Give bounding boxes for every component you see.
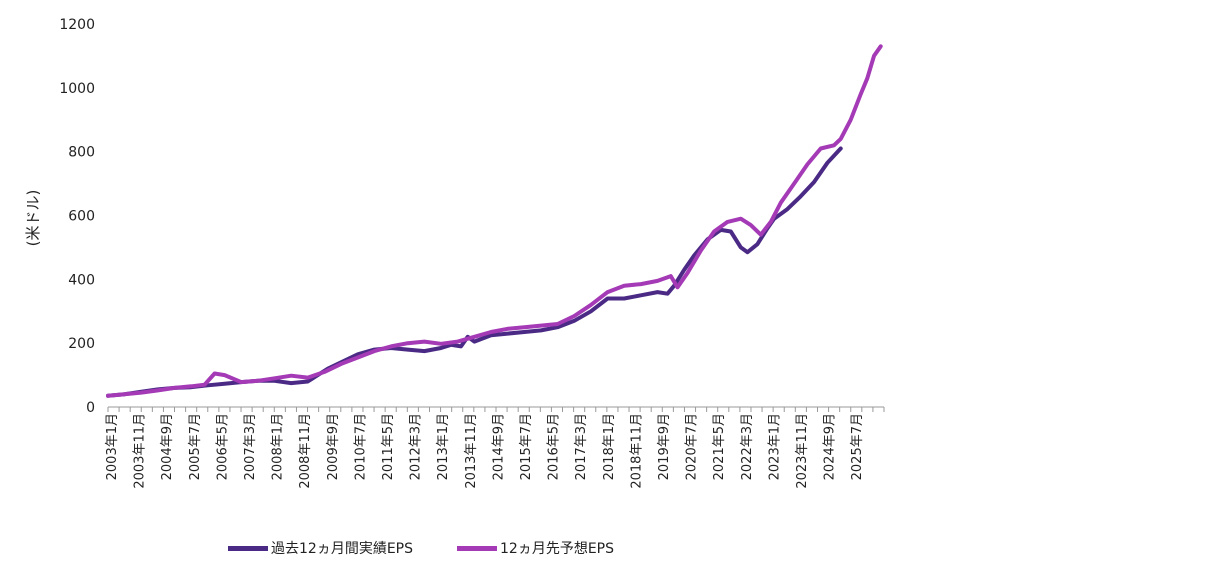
x-tick-label: 2013年11月 — [464, 413, 479, 489]
y-tick-label: 1000 — [59, 81, 95, 97]
x-tick-label: 2018年11月 — [629, 413, 644, 489]
legend-label-forecast: 12ヵ月先予想EPS — [500, 541, 614, 557]
x-tick-label: 2019年9月 — [657, 413, 672, 480]
legend-swatch-forecast — [457, 545, 497, 551]
legend-item-actual: 過去12ヵ月間実績EPS — [228, 538, 413, 558]
x-tick-label: 2011年5月 — [381, 413, 396, 480]
x-tick-label: 2024年9月 — [823, 413, 838, 480]
legend: 過去12ヵ月間実績EPS 12ヵ月先予想EPS — [228, 538, 658, 558]
x-tick-label: 2018年1月 — [602, 413, 617, 480]
legend-item-forecast: 12ヵ月先予想EPS — [457, 538, 614, 558]
y-tick-label: 800 — [68, 145, 95, 161]
x-tick-label: 2008年1月 — [271, 413, 286, 480]
x-tick-label: 2020年7月 — [685, 413, 700, 480]
x-tick-label: 2022年3月 — [740, 413, 755, 480]
x-tick-label: 2016年5月 — [547, 413, 562, 480]
legend-label-actual: 過去12ヵ月間実績EPS — [271, 541, 413, 557]
y-tick-label: 0 — [86, 400, 95, 416]
x-tick-label: 2023年1月 — [767, 413, 782, 480]
x-tick-label: 2015年7月 — [519, 413, 534, 480]
x-tick-label: 2023年11月 — [795, 413, 810, 489]
x-tick-label: 2003年11月 — [133, 413, 148, 489]
x-tick-label: 2017年3月 — [574, 413, 589, 480]
y-tick-label: 600 — [68, 209, 95, 225]
x-tick-label: 2013年1月 — [436, 413, 451, 480]
series-line-forecast-eps — [106, 44, 883, 398]
legend-swatch-actual — [228, 545, 268, 551]
x-axis: 2003年1月 2003年11月 2004年9月 2005年7月 2006年5月 2007… — [105, 406, 885, 489]
x-tick-label: 2004年9月 — [160, 413, 175, 480]
series-line-actual-eps — [106, 146, 843, 398]
x-tick-label: 2012年3月 — [409, 413, 424, 480]
x-tick-label: 2007年3月 — [243, 413, 258, 480]
x-tick-label: 2021年5月 — [712, 413, 727, 480]
x-tick-label: 2006年5月 — [215, 413, 230, 480]
series-group — [106, 44, 883, 398]
x-tick-label: 2010年7月 — [353, 413, 368, 480]
x-tick-label: 2005年7月 — [188, 413, 203, 480]
y-tick-label: 200 — [68, 336, 95, 352]
y-axis-label: (米ドル) — [24, 190, 42, 247]
x-tick-label: 2009年9月 — [326, 413, 341, 480]
y-tick-label: 400 — [68, 272, 95, 288]
x-tick-label: 2003年1月 — [105, 413, 120, 480]
y-axis: 0 200 400 600 800 1000 1200 — [59, 17, 95, 416]
y-tick-label: 1200 — [59, 17, 95, 33]
x-tick-label: 2025年7月 — [850, 413, 865, 480]
x-tick-label: 2014年9月 — [491, 413, 506, 480]
x-tick-label: 2008年11月 — [298, 413, 313, 489]
